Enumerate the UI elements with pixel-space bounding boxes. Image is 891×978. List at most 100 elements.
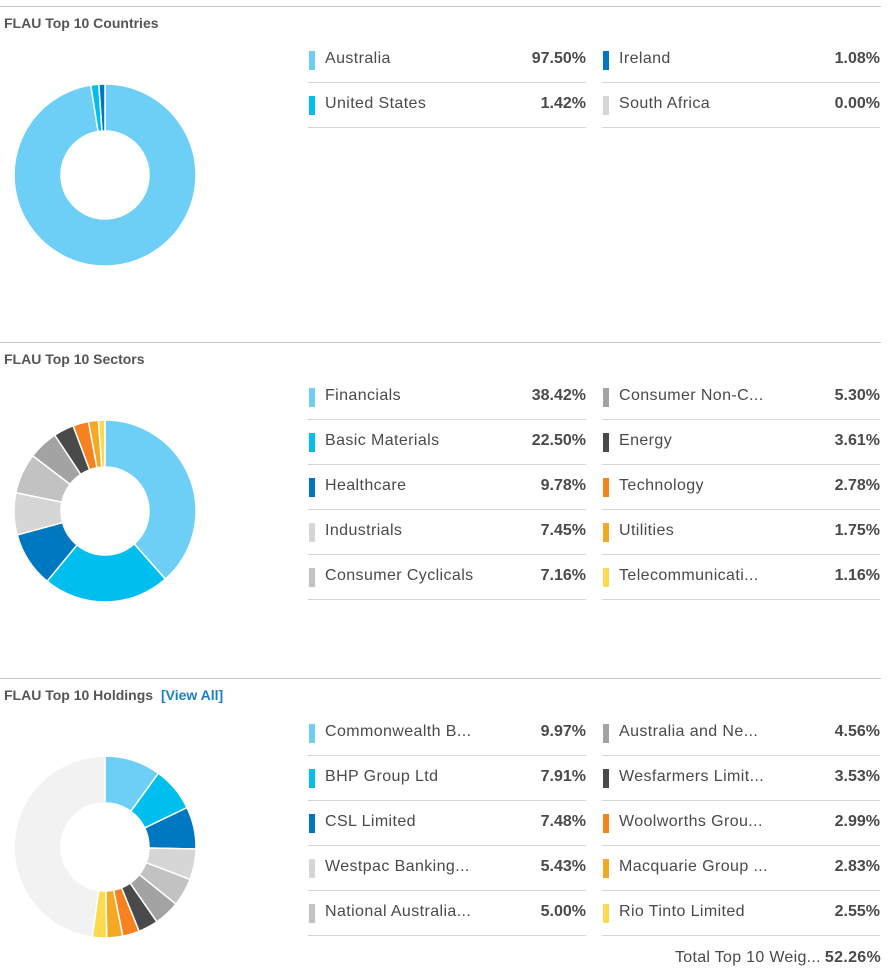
legend-row-telecommunicati: Telecommunicati... 1.16% [602,555,880,600]
countries-legend-col-1: Australia 97.50% United States 1.42% [308,38,586,128]
legend-value: 5.30% [834,387,880,404]
legend-label: Consumer Cyclicals [325,567,474,584]
legend-swatch [603,433,609,452]
legend-label: Macquarie Group ... [619,858,768,875]
legend-swatch [309,859,315,878]
legend-value: 7.45% [540,522,586,539]
legend-row-financials: Financials 38.42% [308,375,586,420]
legend-label: Healthcare [325,477,407,494]
holdings-title-wrap: FLAU Top 10 Holdings [View All] [4,687,223,703]
sectors-title: FLAU Top 10 Sectors [4,351,145,367]
legend-value: 7.16% [540,567,586,584]
legend-value: 7.91% [540,768,586,785]
countries-title: FLAU Top 10 Countries [4,15,159,31]
countries-donut [13,83,197,267]
legend-value: 7.48% [540,813,586,830]
legend-value: 2.99% [834,813,880,830]
legend-value: 2.83% [834,858,880,875]
legend-swatch [603,523,609,542]
legend-row-australia-and-ne: Australia and Ne... 4.56% [602,711,880,756]
legend-row-consumer-cyclicals: Consumer Cyclicals 7.16% [308,555,586,600]
holdings-legend-col-1: Commonwealth B... 9.97% BHP Group Ltd 7.91%… [308,711,586,936]
legend-swatch [603,568,609,587]
legend-value: 1.08% [834,50,880,67]
legend-swatch [309,388,315,407]
legend-row-energy: Energy 3.61% [602,420,880,465]
legend-label: Australia [325,50,391,67]
total-value: 52.26% [824,949,881,966]
total-label: Total Top 10 Weig... [674,949,821,966]
legend-row-csl-limited: CSL Limited 7.48% [308,801,586,846]
legend-row-south-africa: South Africa 0.00% [602,83,880,128]
legend-value: 4.56% [834,723,880,740]
legend-row-bhp-group-ltd: BHP Group Ltd 7.91% [308,756,586,801]
legend-value: 5.43% [540,858,586,875]
legend-label: Energy [619,432,673,449]
legend-label: Australia and Ne... [619,723,759,740]
legend-row-ireland: Ireland 1.08% [602,38,880,83]
legend-swatch [603,724,609,743]
legend-swatch [603,51,609,70]
legend-value: 1.75% [834,522,880,539]
legend-label: Commonwealth B... [325,723,472,740]
section-divider [0,342,881,343]
legend-swatch [309,814,315,833]
legend-row-national-australia: National Australia... 5.00% [308,891,586,936]
legend-label: South Africa [619,95,711,112]
slice-ireland [98,83,106,132]
legend-label: Telecommunicati... [619,567,759,584]
legend-row-wesfarmers-limit: Wesfarmers Limit... 3.53% [602,756,880,801]
legend-swatch [603,388,609,407]
legend-value: 3.61% [834,432,880,449]
legend-swatch [603,859,609,878]
legend-value: 2.78% [834,477,880,494]
legend-row-commonwealth-b: Commonwealth B... 9.97% [308,711,586,756]
legend-label: Rio Tinto Limited [619,903,745,920]
holdings-legend-col-2: Australia and Ne... 4.56% Wesfarmers Limit… [602,711,880,936]
legend-swatch [603,904,609,923]
legend-swatch [603,96,609,115]
holdings-total: Total Top 10 Weig... 52.26% [675,949,881,967]
holdings-section: FLAU Top 10 Holdings [View All] Commonwe… [0,678,891,978]
legend-swatch [309,478,315,497]
legend-swatch [309,568,315,587]
legend-row-technology: Technology 2.78% [602,465,880,510]
legend-value: 2.55% [834,903,880,920]
legend-label: CSL Limited [325,813,416,830]
legend-value: 9.97% [540,723,586,740]
legend-swatch [309,96,315,115]
legend-value: 3.53% [834,768,880,785]
countries-legend-col-2: Ireland 1.08% South Africa 0.00% [602,38,880,128]
legend-row-rio-tinto-limited: Rio Tinto Limited 2.55% [602,891,880,936]
legend-label: Technology [619,477,704,494]
legend-row-westpac-banking: Westpac Banking... 5.43% [308,846,586,891]
view-all-link[interactable]: [View All] [160,687,224,703]
legend-swatch [603,478,609,497]
legend-value: 0.00% [834,95,880,112]
sectors-legend-col-2: Consumer Non-C... 5.30% Energy 3.61% Technol… [602,375,880,600]
slice-australia [13,83,197,267]
holdings-donut [13,755,197,939]
legend-value: 5.00% [540,903,586,920]
legend-row-utilities: Utilities 1.75% [602,510,880,555]
section-divider [0,678,881,679]
legend-swatch [309,433,315,452]
legend-row-united-states: United States 1.42% [308,83,586,128]
legend-swatch [603,769,609,788]
legend-row-woolworths-grou: Woolworths Grou... 2.99% [602,801,880,846]
legend-label: BHP Group Ltd [325,768,439,785]
legend-label: Basic Materials [325,432,440,449]
sectors-donut [13,419,197,603]
legend-value: 9.78% [540,477,586,494]
legend-label: United States [325,95,427,112]
legend-label: Consumer Non-C... [619,387,764,404]
sectors-section: FLAU Top 10 Sectors Financials 38.42% Basi… [0,342,891,662]
legend-row-consumer-non-c: Consumer Non-C... 5.30% [602,375,880,420]
legend-label: Wesfarmers Limit... [619,768,765,785]
legend-value: 1.16% [834,567,880,584]
slice-financials [104,419,197,581]
legend-swatch [603,814,609,833]
holdings-title: FLAU Top 10 Holdings [4,687,154,703]
slice-other-holdings [13,755,106,938]
legend-label: Westpac Banking... [325,858,470,875]
